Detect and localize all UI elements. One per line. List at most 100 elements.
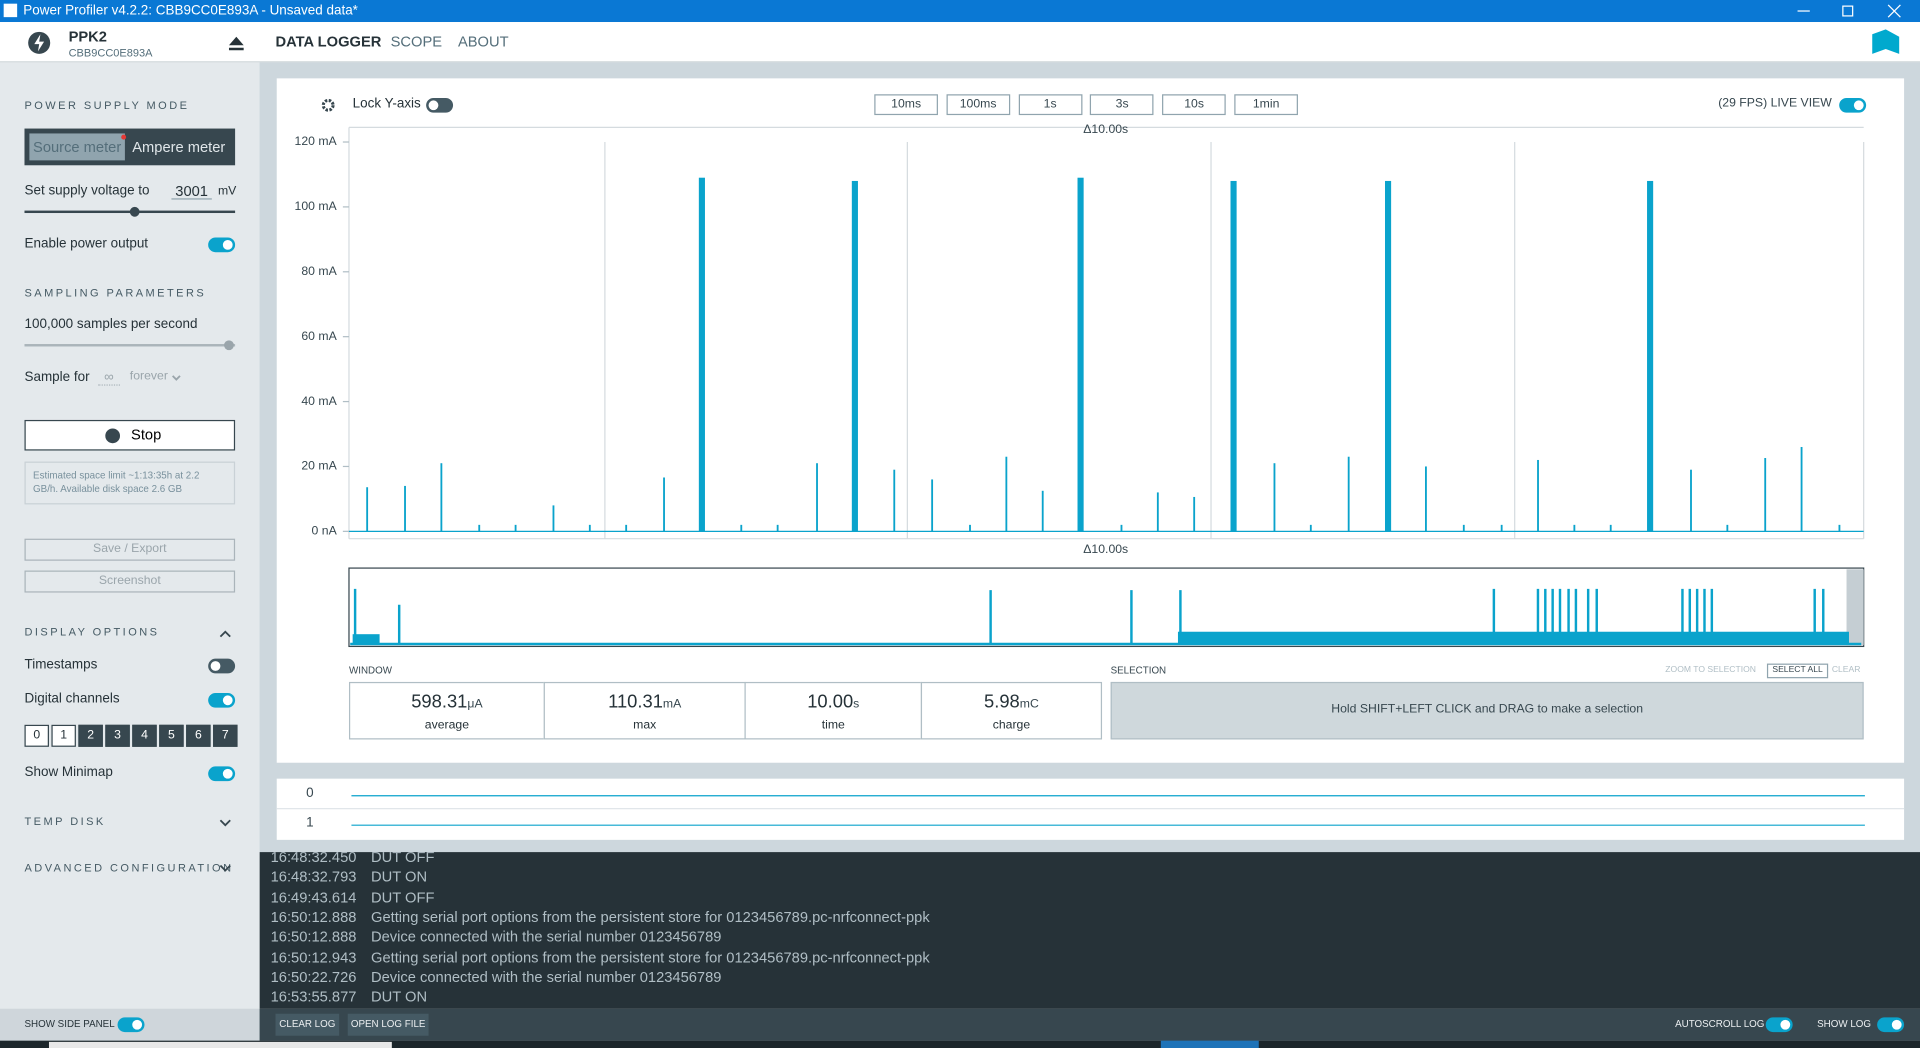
channel-button[interactable]: 0 [24, 724, 49, 747]
stop-button[interactable]: Stop [24, 419, 236, 451]
digital-row-label: 1 [306, 814, 314, 830]
log-footer [259, 1008, 1920, 1041]
toggle[interactable] [1877, 1017, 1905, 1033]
time-button[interactable]: 1min [1234, 94, 1298, 116]
digital-row-label: 0 [306, 786, 314, 801]
log-message: Getting serial port options from the per… [371, 948, 930, 966]
selection-hint: Hold SHIFT+LEFT CLICK and DRAG to make a… [1331, 702, 1644, 717]
toggle-knob [222, 695, 233, 706]
log-option: AUTOSCROLL LOG [1675, 1018, 1765, 1030]
channel-button[interactable]: 1 [51, 724, 76, 747]
duration-input[interactable]: ∞ [97, 369, 121, 386]
stat-label: max [633, 718, 657, 733]
stat-value: 598.31μA [350, 692, 543, 714]
digital-card [276, 778, 1905, 840]
label: Digital channels [24, 691, 120, 707]
toggle[interactable] [117, 1017, 145, 1033]
stat-box: 10.00s time [744, 681, 923, 740]
log-time: 16:48:32.793 [270, 868, 357, 886]
channel-button[interactable]: 4 [132, 724, 157, 747]
device-serial: CBB9CC0E893A [68, 46, 153, 59]
mode-button[interactable]: Source meter [29, 133, 125, 161]
slider-knob[interactable] [224, 340, 234, 351]
toggle[interactable] [1839, 97, 1867, 113]
duration-unit[interactable]: forever [129, 369, 168, 384]
stat-number: 598.31 [411, 691, 468, 713]
voltage-input[interactable]: 3001 [171, 182, 212, 200]
toggle-knob [222, 239, 233, 250]
label: Lock Y-axis [352, 96, 421, 112]
section-heading[interactable]: TEMP DISK [24, 815, 106, 828]
toggle-knob [428, 100, 439, 111]
stat-box: 5.98mC charge [920, 681, 1103, 740]
log-button[interactable]: CLEAR LOG [275, 1013, 340, 1036]
channel-button[interactable]: 7 [213, 724, 238, 747]
stat-value: 10.00s [746, 692, 921, 714]
channel-button[interactable]: 5 [159, 724, 184, 747]
section-heading: POWER SUPPLY MODE [24, 99, 190, 112]
log-option: SHOW LOG [1817, 1018, 1872, 1030]
label: Set supply voltage to [24, 183, 150, 199]
channel-button[interactable]: 2 [78, 724, 103, 747]
channel-button[interactable]: 6 [186, 724, 211, 747]
log-message: DUT ON [371, 868, 428, 886]
toggle[interactable] [208, 766, 236, 782]
log-button[interactable]: OPEN LOG FILE [347, 1013, 429, 1036]
log-message: Getting serial port options from the per… [371, 908, 930, 926]
toggle[interactable] [208, 692, 236, 708]
stat-number: 110.31 [608, 691, 663, 713]
stat-unit: μA [467, 697, 483, 712]
space-note: Estimated space limit ~1:13:35h at 2.2 G… [24, 461, 236, 505]
alert-dot [121, 134, 127, 140]
time-button[interactable]: 10ms [874, 94, 938, 116]
toggle[interactable] [208, 658, 236, 674]
nav-tab[interactable]: ABOUT [457, 33, 509, 51]
log-message: DUT OFF [371, 888, 435, 906]
footer-label: SHOW SIDE PANEL [24, 1018, 115, 1030]
selection-action[interactable]: CLEAR [1831, 666, 1861, 675]
taskbar [0, 1040, 1920, 1048]
save-button[interactable]: Save / Export [24, 538, 236, 561]
stat-label: charge [992, 718, 1031, 733]
log-time: 16:48:32.450 [270, 852, 357, 866]
stat-unit: mA [662, 697, 682, 712]
toggle[interactable] [208, 237, 236, 253]
time-button[interactable]: 3s [1090, 94, 1154, 116]
log-time: 16:53:55.877 [270, 988, 357, 1006]
nav-tab[interactable]: SCOPE [390, 33, 443, 51]
section-heading: DISPLAY OPTIONS [24, 625, 160, 638]
selection-action[interactable]: ZOOM TO SELECTION [1665, 666, 1756, 675]
toggle[interactable] [1765, 1017, 1793, 1033]
screenshot-button[interactable]: Screenshot [24, 570, 236, 593]
log-list: 16:48:32.450 DUT OFF 16:48:32.793 DUT ON 16:… [260, 852, 1920, 1009]
mode-button[interactable]: Ampere meter [132, 138, 226, 156]
label: Sample for [24, 369, 90, 385]
row-divider [276, 808, 1905, 810]
log-message: DUT OFF [371, 852, 435, 866]
time-button[interactable]: 10s [1162, 94, 1226, 116]
toggle[interactable] [426, 97, 454, 113]
channel-button[interactable]: 3 [105, 724, 130, 747]
stat-label: average [424, 718, 470, 733]
slider-track [24, 344, 236, 347]
side-panel [0, 62, 260, 1009]
slider-knob[interactable] [129, 206, 140, 217]
time-button[interactable]: 1s [1018, 94, 1082, 116]
stat-label: time [821, 718, 845, 733]
log-time: 16:50:12.888 [270, 928, 357, 946]
time-button[interactable]: 100ms [946, 94, 1010, 116]
toggle-knob [1853, 100, 1864, 111]
stop-icon [105, 428, 121, 444]
log-message: DUT ON [371, 988, 428, 1006]
section-heading[interactable]: ADVANCED CONFIGURATION [24, 861, 234, 875]
log-time: 16:49:43.614 [270, 888, 357, 906]
label: 100,000 samples per second [24, 317, 198, 332]
toggle-knob [210, 661, 221, 671]
nav-tab[interactable]: DATA LOGGER [275, 33, 382, 51]
label: Show Minimap [24, 765, 113, 780]
header [0, 22, 1920, 63]
log-time: 16:50:22.726 [270, 968, 357, 986]
stat-unit: s [853, 697, 860, 712]
selection-action[interactable]: SELECT ALL [1766, 663, 1829, 679]
